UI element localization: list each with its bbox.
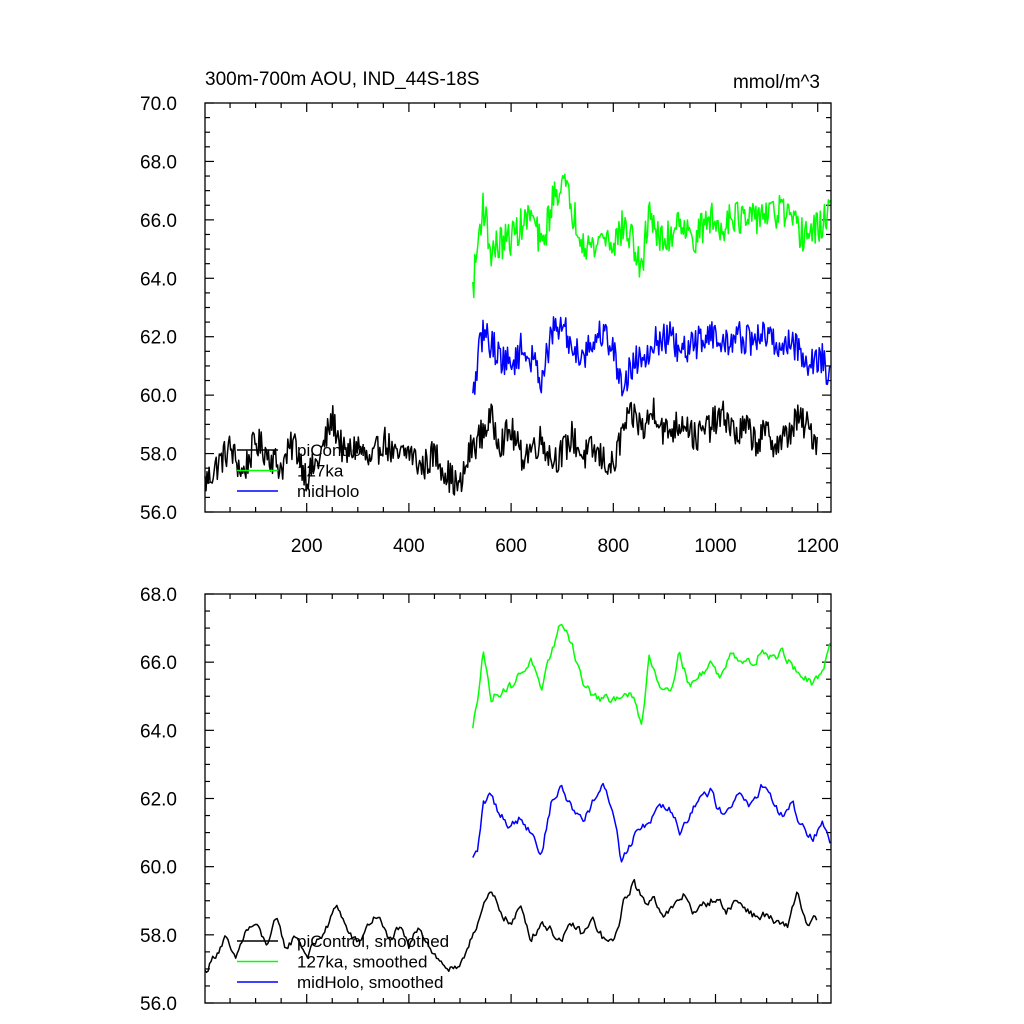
y-tick-label: 60.0 xyxy=(140,858,177,879)
legend-label: 127ka xyxy=(297,462,344,481)
plot-frame-bottom xyxy=(204,593,832,1004)
y-tick-label: 66.0 xyxy=(140,653,177,674)
y-tick-label: 56.0 xyxy=(140,994,177,1015)
y-tick-label: 58.0 xyxy=(140,445,177,466)
x-tick-label: 600 xyxy=(495,536,527,557)
legend-label: piControl xyxy=(297,441,365,460)
legend-label: midHolo, smoothed xyxy=(297,973,443,992)
series-line-127ka-smoothed xyxy=(472,623,831,729)
unit-label: mmol/m^3 xyxy=(733,72,820,93)
y-tick-label: 64.0 xyxy=(140,269,177,290)
y-tick-label: 62.0 xyxy=(140,328,177,349)
y-tick-label: 68.0 xyxy=(140,152,177,173)
x-tick-label: 1200 xyxy=(797,536,839,557)
top-panel: 300m-700m AOU, IND_44S-18S mmol/m^3 200 4… xyxy=(140,69,839,557)
y-tick-label: 60.0 xyxy=(140,386,177,407)
x-tick-label: 800 xyxy=(597,536,629,557)
y-tick-label: 56.0 xyxy=(140,503,177,524)
x-tick-label: 200 xyxy=(291,536,323,557)
series-line-midholo-smoothed xyxy=(472,782,831,863)
series-line-picontrol xyxy=(204,397,818,496)
y-tick-label: 68.0 xyxy=(140,585,177,606)
legend-label: 127ka, smoothed xyxy=(297,953,427,972)
y-tick-label: 64.0 xyxy=(140,721,177,742)
series-line-picontrol-smoothed xyxy=(204,878,818,974)
y-tick-label: 62.0 xyxy=(140,790,177,811)
y-tick-label: 70.0 xyxy=(140,94,177,115)
series-line-midholo xyxy=(472,316,832,397)
legend-label: piControl, smoothed xyxy=(297,932,449,951)
y-tick-label: 66.0 xyxy=(140,211,177,232)
y-tick-label: 58.0 xyxy=(140,926,177,947)
x-tick-label: 400 xyxy=(393,536,425,557)
series-line-127ka xyxy=(472,173,832,299)
plot-frame-top xyxy=(204,102,832,513)
bottom-panel: 56.0 58.0 60.0 62.0 64.0 66.0 68.0 piControl, … xyxy=(140,585,832,1015)
x-tick-label: 1000 xyxy=(694,536,736,557)
chart-title: 300m-700m AOU, IND_44S-18S xyxy=(205,69,480,90)
legend-label: midHolo xyxy=(297,482,359,501)
